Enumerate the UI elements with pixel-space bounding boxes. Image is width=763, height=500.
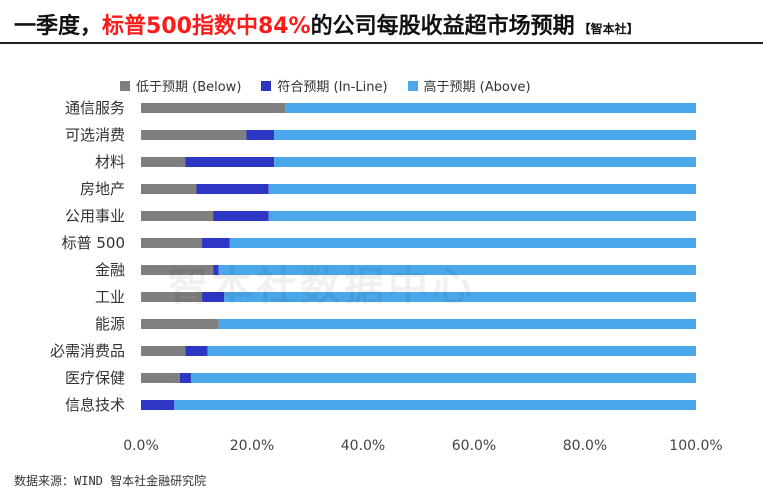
bar-segment: [141, 211, 214, 221]
title-suffix: 的公司每股收益超市场预期: [310, 14, 575, 39]
category-label: 信息技术: [65, 396, 125, 414]
bar-segment: [224, 292, 696, 302]
legend-swatch-inline: [261, 80, 272, 91]
x-tick-label: 80.0%: [563, 438, 607, 454]
bar-segment: [141, 373, 180, 383]
x-tick-label: 40.0%: [341, 438, 385, 454]
bar-segment: [141, 184, 197, 194]
bar-segment: [202, 238, 230, 248]
bar-segment: [285, 103, 696, 113]
chart-legend: 低于预期 (Below) 符合预期 (In-Line) 高于预期 (Above): [120, 76, 531, 95]
bar-segment: [185, 346, 208, 356]
x-tick-label: 20.0%: [230, 438, 274, 454]
category-label: 公用事业: [65, 207, 125, 225]
title-prefix: 一季度，: [14, 14, 103, 39]
bar-segment: [141, 319, 219, 329]
bar-segment: [141, 157, 186, 167]
category-label: 房地产: [80, 180, 125, 198]
legend-swatch-below: [120, 80, 130, 91]
category-label: 通信服务: [65, 99, 125, 117]
category-label: 医疗保健: [65, 369, 125, 387]
watermark: 智本社数据中心: [168, 264, 476, 310]
bar-segment: [179, 373, 191, 383]
bar-segment: [141, 292, 203, 302]
legend-label-above: 高于预期 (Above): [423, 80, 531, 95]
category-label: 材料: [95, 153, 125, 171]
bar-segment: [196, 184, 269, 194]
bar-segment: [174, 400, 697, 410]
bar-segment: [185, 157, 275, 167]
bar-segment: [141, 265, 214, 275]
legend-item-inline: 符合预期 (In-Line): [261, 76, 388, 95]
legend-label-below: 低于预期 (Below): [136, 80, 242, 95]
source-note: 数据来源：WIND 智本社金融研究院: [14, 474, 207, 488]
bar-segment: [218, 319, 696, 329]
legend-item-above: 高于预期 (Above): [407, 76, 531, 95]
legend-item-below: 低于预期 (Below): [120, 76, 241, 95]
category-label: 可选消费: [65, 126, 125, 144]
bar-segment: [141, 103, 286, 113]
title-tag: 【智本社】: [578, 22, 639, 36]
category-label: 标普 500: [62, 234, 125, 252]
category-label: 必需消费品: [50, 342, 125, 360]
x-tick-label: 0.0%: [123, 438, 159, 454]
bar-segment: [141, 130, 247, 140]
bar-segment: [229, 238, 697, 248]
bar-segment: [268, 211, 696, 221]
bar-segment: [141, 400, 175, 410]
x-tick-label: 60.0%: [452, 438, 496, 454]
bar-segment: [218, 265, 696, 275]
bar-segment: [274, 157, 696, 167]
category-label: 能源: [95, 315, 125, 333]
bar-segment: [190, 373, 696, 383]
category-label: 工业: [95, 288, 125, 306]
chart-title: 一季度，标普500指数中84%的公司每股收益超市场预期 【智本社】: [14, 8, 639, 40]
bar-segment: [207, 346, 696, 356]
legend-swatch-above: [407, 80, 418, 91]
bar-segment: [213, 265, 219, 275]
bar-segment: [213, 211, 269, 221]
bar-segment: [141, 346, 186, 356]
bar-segment: [141, 238, 203, 248]
bar-segment: [246, 130, 275, 140]
bar-segment: [274, 130, 696, 140]
title-highlight: 标普500指数中84%: [102, 14, 311, 39]
title-bar: 一季度，标普500指数中84%的公司每股收益超市场预期 【智本社】: [0, 0, 763, 44]
bar-segment: [202, 292, 225, 302]
x-tick-label: 100.0%: [669, 438, 722, 454]
category-label: 金融: [95, 261, 125, 279]
bar-segment: [268, 184, 696, 194]
legend-label-inline: 符合预期 (In-Line): [277, 80, 388, 95]
